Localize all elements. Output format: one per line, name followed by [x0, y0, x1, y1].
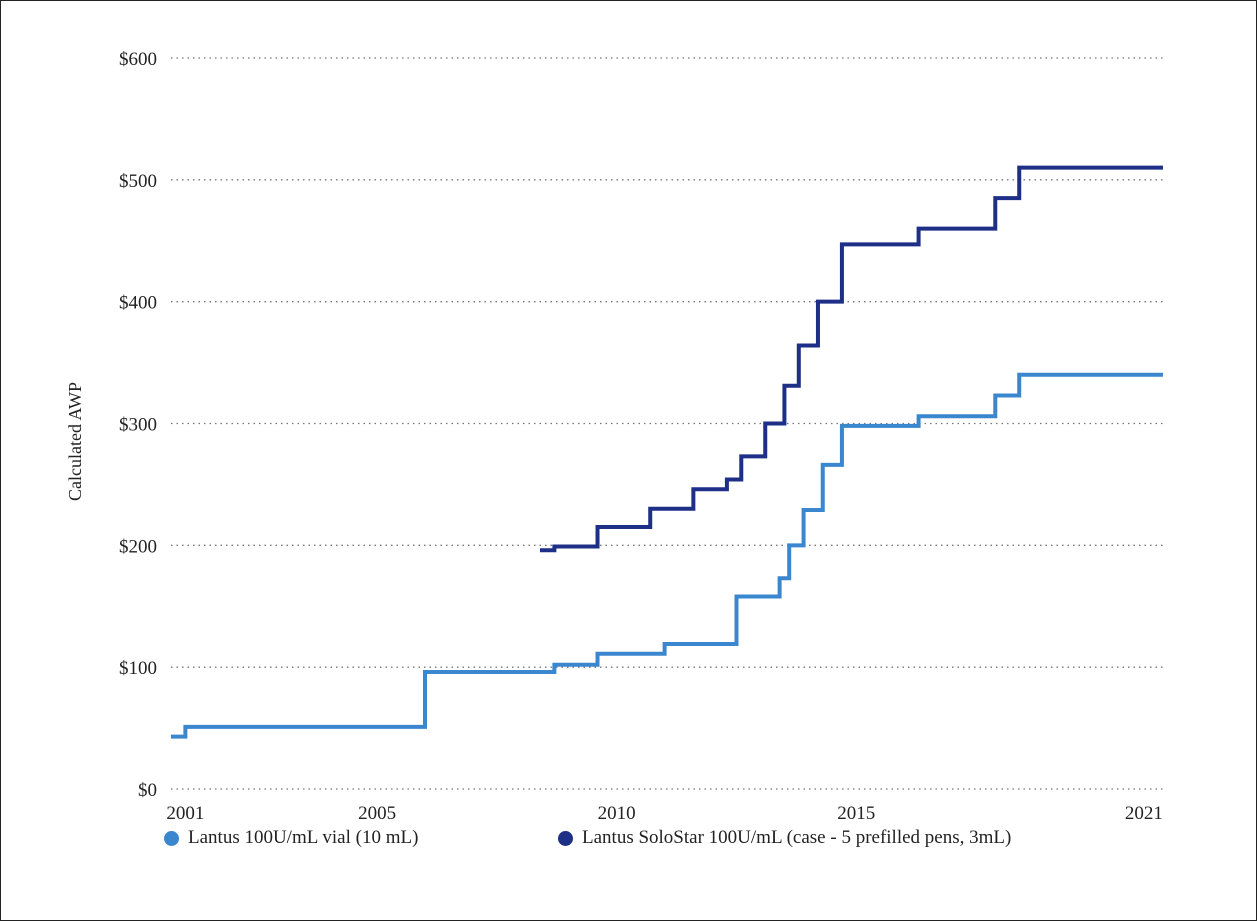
y-tick-label: $400 — [119, 293, 157, 314]
y-tick-label: $500 — [119, 171, 157, 192]
series-line-vial — [171, 372, 1163, 739]
x-tick-label: 2015 — [837, 803, 875, 824]
y-axis-label: Calculated AWP — [65, 382, 85, 501]
legend-vial-color-dot — [164, 830, 179, 846]
x-tick-label: 2021 — [1125, 803, 1163, 824]
y-tick-label: $300 — [119, 415, 157, 436]
x-tick-label: 2010 — [598, 803, 636, 824]
y-tick-label: $600 — [119, 49, 157, 70]
series-line-solostar — [540, 165, 1163, 553]
y-tick-label: $0 — [138, 780, 157, 801]
legend-label-vial: Lantus 100U/mL vial (10 mL) — [188, 827, 419, 848]
legend-label-solostar: Lantus SoloStar 100U/mL (case - 5 prefil… — [582, 827, 1012, 848]
legend-solostar-color-dot — [558, 830, 573, 846]
y-tick-label: $200 — [119, 536, 157, 557]
legend: Lantus 100U/mL vial (10 mL) Lantus SoloS… — [1, 827, 1257, 857]
legend-item-solostar: Lantus SoloStar 100U/mL (case - 5 prefil… — [558, 827, 1011, 849]
x-tick-label: 2001 — [166, 803, 204, 824]
legend-item-vial: Lantus 100U/mL vial (10 mL) — [164, 827, 418, 849]
y-tick-label: $100 — [119, 658, 157, 679]
x-tick-label: 2005 — [358, 803, 396, 824]
